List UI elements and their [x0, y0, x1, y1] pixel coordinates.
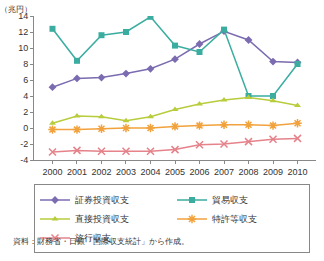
svg-text:資料：財務省・日銀「国際収支統計」から作成。: 資料：財務省・日銀「国際収支統計」から作成。: [13, 237, 189, 246]
svg-text:証券投資収支: 証券投資収支: [75, 195, 129, 205]
svg-text:12: 12: [18, 27, 28, 37]
svg-text:2005: 2005: [165, 167, 185, 177]
svg-text:2003: 2003: [116, 167, 136, 177]
svg-text:直接投資収支: 直接投資収支: [75, 214, 129, 224]
svg-text:2010: 2010: [288, 167, 308, 177]
svg-text:10: 10: [18, 43, 28, 53]
svg-text:2006: 2006: [189, 167, 209, 177]
svg-text:14: 14: [18, 11, 28, 21]
svg-text:2001: 2001: [67, 167, 87, 177]
svg-text:旅行収支: 旅行収支: [75, 233, 111, 243]
svg-text:2: 2: [23, 107, 28, 117]
svg-text:2002: 2002: [91, 167, 111, 177]
svg-text:-2: -2: [20, 139, 28, 149]
svg-text:-4: -4: [20, 155, 28, 165]
svg-text:4: 4: [23, 91, 28, 101]
svg-text:2000: 2000: [42, 167, 62, 177]
svg-text:貿易収支: 貿易収支: [212, 195, 248, 205]
svg-text:2008: 2008: [239, 167, 259, 177]
svg-text:特許等収支: 特許等収支: [212, 214, 257, 224]
svg-text:2009: 2009: [263, 167, 283, 177]
svg-text:2007: 2007: [214, 167, 234, 177]
svg-text:8: 8: [23, 59, 28, 69]
svg-text:（兆円）: （兆円）: [0, 5, 32, 14]
svg-text:0: 0: [23, 123, 28, 133]
svg-text:6: 6: [23, 75, 28, 85]
svg-text:2004: 2004: [140, 167, 160, 177]
